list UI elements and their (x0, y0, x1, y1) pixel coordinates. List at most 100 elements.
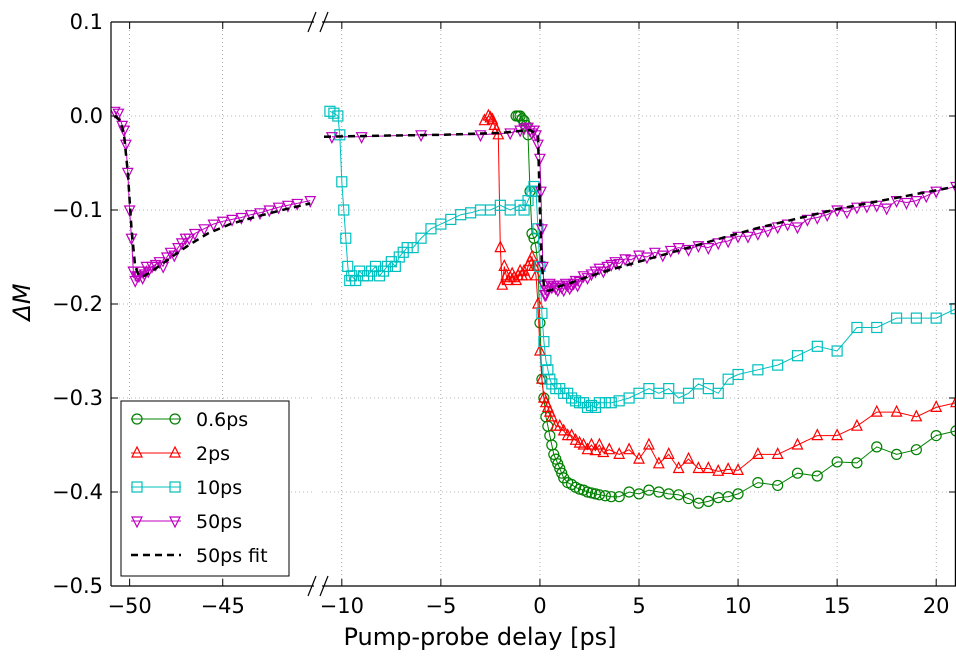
data-point (656, 250, 669, 263)
data-point (662, 447, 675, 459)
series-50ps-fit (113, 115, 956, 293)
data-point (831, 345, 843, 357)
data-point (172, 243, 185, 255)
data-point (860, 201, 873, 214)
data-point (950, 395, 956, 408)
x-tick-label: 0 (533, 594, 546, 618)
series-10ps (324, 105, 956, 413)
data-point (609, 257, 622, 270)
legend-item: 10ps (131, 477, 242, 499)
data-point (633, 451, 645, 464)
data-point (633, 488, 645, 500)
data-point (539, 290, 552, 302)
data-point (642, 437, 655, 450)
data-point (533, 343, 546, 356)
data-point (910, 444, 922, 456)
data-point (751, 447, 764, 459)
data-point (528, 259, 540, 271)
legend-item: 0.6ps (131, 409, 248, 431)
data-point (407, 242, 419, 254)
data-point (534, 186, 547, 199)
data-point (841, 207, 854, 220)
data-point (682, 492, 695, 505)
data-point (950, 425, 956, 437)
legend-label: 2ps (196, 443, 230, 465)
data-point (142, 266, 155, 279)
data-point (593, 489, 605, 501)
data-point (160, 252, 173, 265)
data-point (118, 125, 131, 138)
data-point (633, 250, 645, 263)
x-axis-title: Pump-probe delay [ps] (343, 623, 616, 651)
data-point (332, 110, 344, 122)
data-point (910, 312, 922, 324)
data-point (304, 196, 317, 208)
data-point (164, 247, 177, 260)
data-point (910, 409, 923, 422)
data-point (851, 457, 863, 469)
data-point (593, 263, 606, 276)
data-point (702, 495, 714, 507)
data-point (538, 336, 550, 348)
data-point (831, 205, 844, 218)
data-point (732, 368, 744, 381)
data-point (672, 243, 685, 255)
data-point (673, 489, 685, 501)
data-point (771, 447, 784, 459)
data-point (752, 364, 764, 376)
data-point (119, 139, 132, 152)
data-point (585, 487, 598, 499)
data-point (712, 238, 725, 251)
data-point (811, 470, 823, 482)
legend: 0.6ps 2ps 10ps 50ps 50ps fit (120, 400, 290, 577)
data-point (235, 212, 248, 225)
data-point (474, 130, 487, 143)
data-point (557, 423, 570, 436)
data-point (573, 483, 586, 495)
data-point (890, 312, 903, 324)
data-point (811, 428, 824, 441)
data-point (751, 228, 764, 241)
x-tick-label: 10 (725, 594, 752, 618)
data-point (415, 232, 427, 244)
x-tick-label: 15 (824, 594, 851, 618)
data-point (545, 409, 558, 422)
data-point (712, 463, 725, 476)
data-point (613, 491, 625, 503)
axis-break-mark (319, 11, 329, 33)
data-point (532, 223, 544, 235)
x-tick-label: 20 (923, 594, 950, 618)
data-point (518, 204, 530, 216)
data-point (850, 202, 863, 215)
data-point (484, 110, 497, 123)
legend-box (120, 400, 290, 577)
data-point (613, 447, 626, 459)
data-point (732, 231, 745, 244)
data-point (131, 445, 143, 458)
data-point (890, 448, 903, 460)
data-point (281, 200, 294, 213)
data-point (801, 214, 814, 227)
data-point (722, 236, 735, 249)
data-point (752, 477, 764, 489)
data-point (272, 202, 285, 215)
data-point (577, 437, 590, 450)
data-point (910, 196, 923, 208)
data-point (672, 461, 685, 474)
data-point (652, 456, 665, 469)
data-point (169, 481, 181, 493)
data-point (291, 198, 304, 211)
data-point (553, 418, 566, 431)
y-tick-label: −0.3 (52, 386, 103, 410)
data-point (533, 153, 546, 166)
series-2ps (478, 108, 956, 476)
data-point (871, 441, 883, 453)
x-tick-label: −10 (320, 594, 364, 618)
data-point (169, 413, 181, 425)
data-point (682, 387, 695, 399)
data-point (930, 186, 943, 199)
data-point (593, 437, 606, 450)
data-point (593, 397, 605, 409)
data-point (183, 233, 196, 246)
